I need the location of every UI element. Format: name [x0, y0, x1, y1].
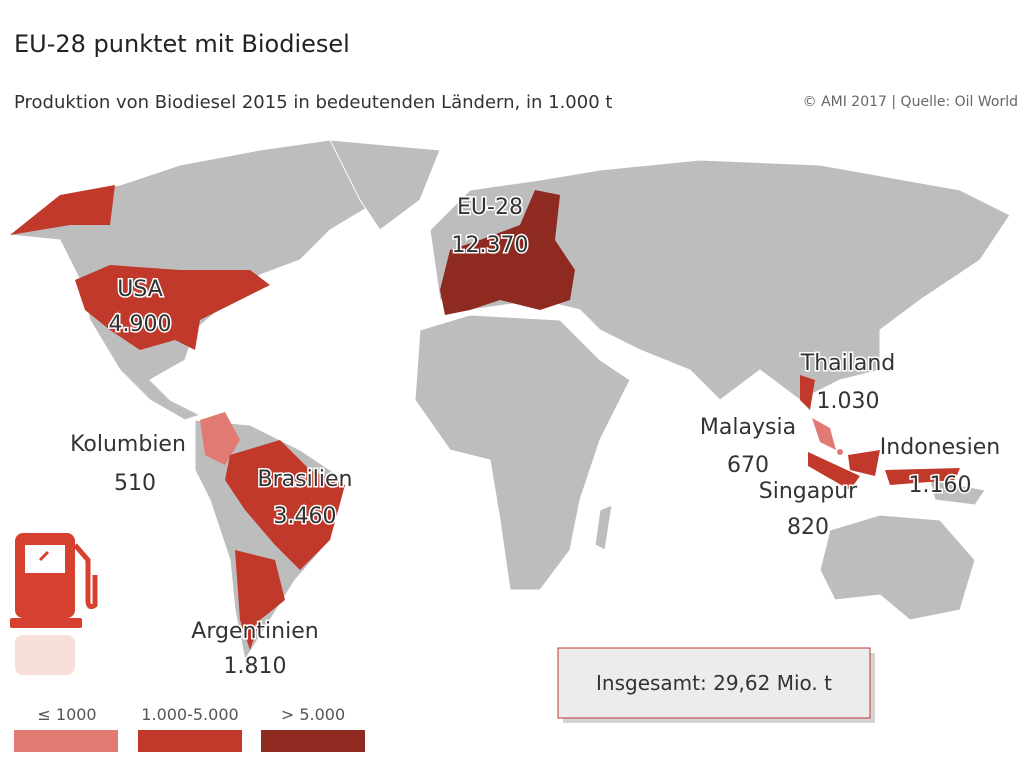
legend-label: > 5.000 — [281, 705, 345, 724]
thailand-area — [800, 375, 815, 410]
subtitle: Produktion von Biodiesel 2015 in bedeute… — [14, 92, 612, 113]
country-name: Indonesien — [880, 435, 1000, 460]
country-name: Singapur — [759, 479, 858, 504]
total: Insgesamt: 29,62 Mio. t — [596, 671, 832, 695]
legend-swatch — [261, 730, 365, 752]
country-value: 1.160 — [909, 473, 972, 498]
malaysia-area — [812, 418, 836, 450]
madagascar — [594, 504, 613, 551]
greenland — [329, 139, 441, 231]
eurasia — [429, 159, 1011, 401]
country-value: 1.030 — [817, 389, 880, 414]
country-name: Kolumbien — [70, 432, 186, 457]
country-name: Argentinien — [191, 619, 318, 644]
country-name: Thailand — [800, 351, 895, 376]
country-name: Brasilien — [258, 467, 353, 492]
fuel-pump-icon — [10, 533, 98, 675]
country-value: 670 — [727, 453, 769, 478]
argentina-area — [235, 550, 285, 650]
country-labels: EU-28 12.370 USA 4.900 Thailand 1.030 Ma… — [69, 194, 1002, 681]
australia — [819, 514, 976, 621]
country-name: Malaysia — [700, 415, 796, 440]
total-box: Insgesamt: 29,62 Mio. t — [557, 647, 875, 723]
legend-swatch — [138, 730, 242, 752]
country-name: EU-28 — [457, 195, 523, 220]
country-value: 510 — [114, 471, 156, 496]
source: © AMI 2017 | Quelle: Oil World — [803, 94, 1018, 110]
country-value: 4.900 — [109, 312, 172, 337]
country-value: 820 — [787, 515, 829, 540]
country-value: 1.810 — [224, 654, 287, 679]
legend-swatch — [14, 730, 118, 752]
usa-area — [75, 265, 270, 350]
colombia-area — [200, 412, 240, 465]
singapore-area — [837, 449, 843, 455]
africa — [414, 314, 631, 591]
country-value: 12.370 — [452, 233, 529, 258]
country-value: 3.460 — [274, 504, 337, 529]
new-guinea — [929, 479, 986, 506]
title: EU-28 punktet mit Biodiesel — [14, 30, 350, 58]
indonesia-area — [808, 450, 960, 490]
legend: ≤ 1000 1.000-5.000 > 5.000 — [14, 705, 365, 752]
eu28-area — [440, 190, 575, 315]
world-map — [8, 139, 1011, 662]
alaska-area — [10, 185, 115, 235]
brazil-area — [225, 440, 345, 570]
legend-label: ≤ 1000 — [37, 705, 96, 724]
country-name: USA — [117, 277, 163, 302]
legend-label: 1.000-5.000 — [141, 705, 238, 724]
